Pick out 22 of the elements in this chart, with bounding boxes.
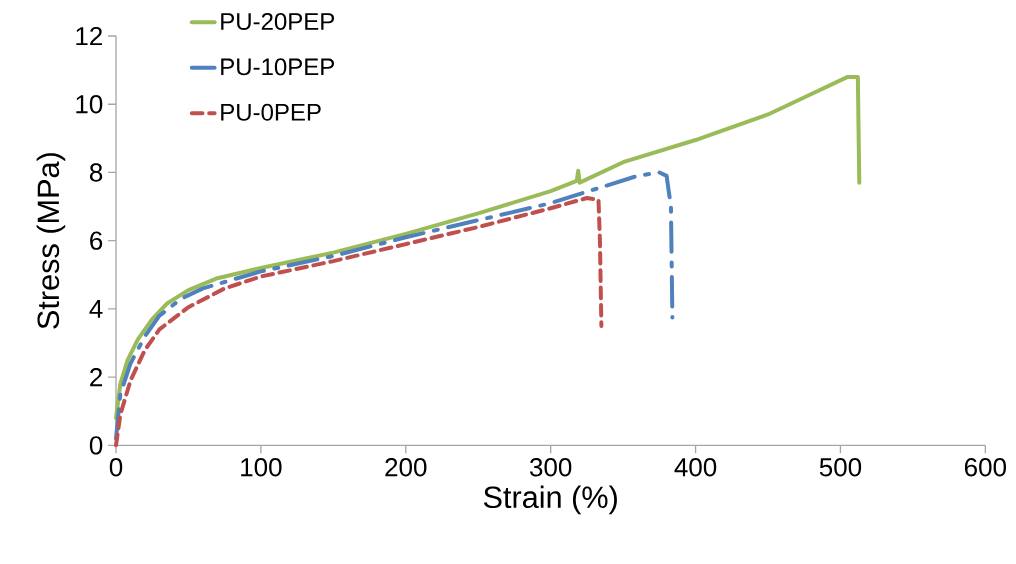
y-tick-label: 10	[76, 95, 103, 114]
y-tick-label: 8	[89, 163, 103, 182]
line-series	[114, 196, 604, 448]
x-tick-label: 100	[241, 458, 282, 477]
y-axis-title: Stress (MPa)	[36, 153, 66, 329]
line-series	[114, 170, 675, 441]
x-tick-label: 500	[819, 458, 862, 477]
line-series	[114, 74, 862, 421]
y-tick-label: 6	[90, 231, 103, 250]
x-tick-label: 600	[964, 458, 1007, 477]
y-tick-label: 12	[76, 26, 102, 46]
y-tick-label: 0	[89, 436, 103, 455]
x-tick-label: 0	[109, 458, 123, 477]
y-tick-label: 4	[89, 299, 103, 318]
x-tick-label: 400	[674, 458, 717, 477]
y-tick-label: 2	[90, 368, 102, 387]
legend-label: PU-20PEP	[221, 12, 335, 30]
legend-label: PU-0PEP	[221, 103, 321, 121]
x-tick-label: 300	[529, 458, 572, 477]
x-tick-label: 200	[385, 458, 427, 477]
x-axis-title: Strain (%)	[483, 485, 617, 515]
legend-label: PU-10PEP	[221, 58, 335, 76]
